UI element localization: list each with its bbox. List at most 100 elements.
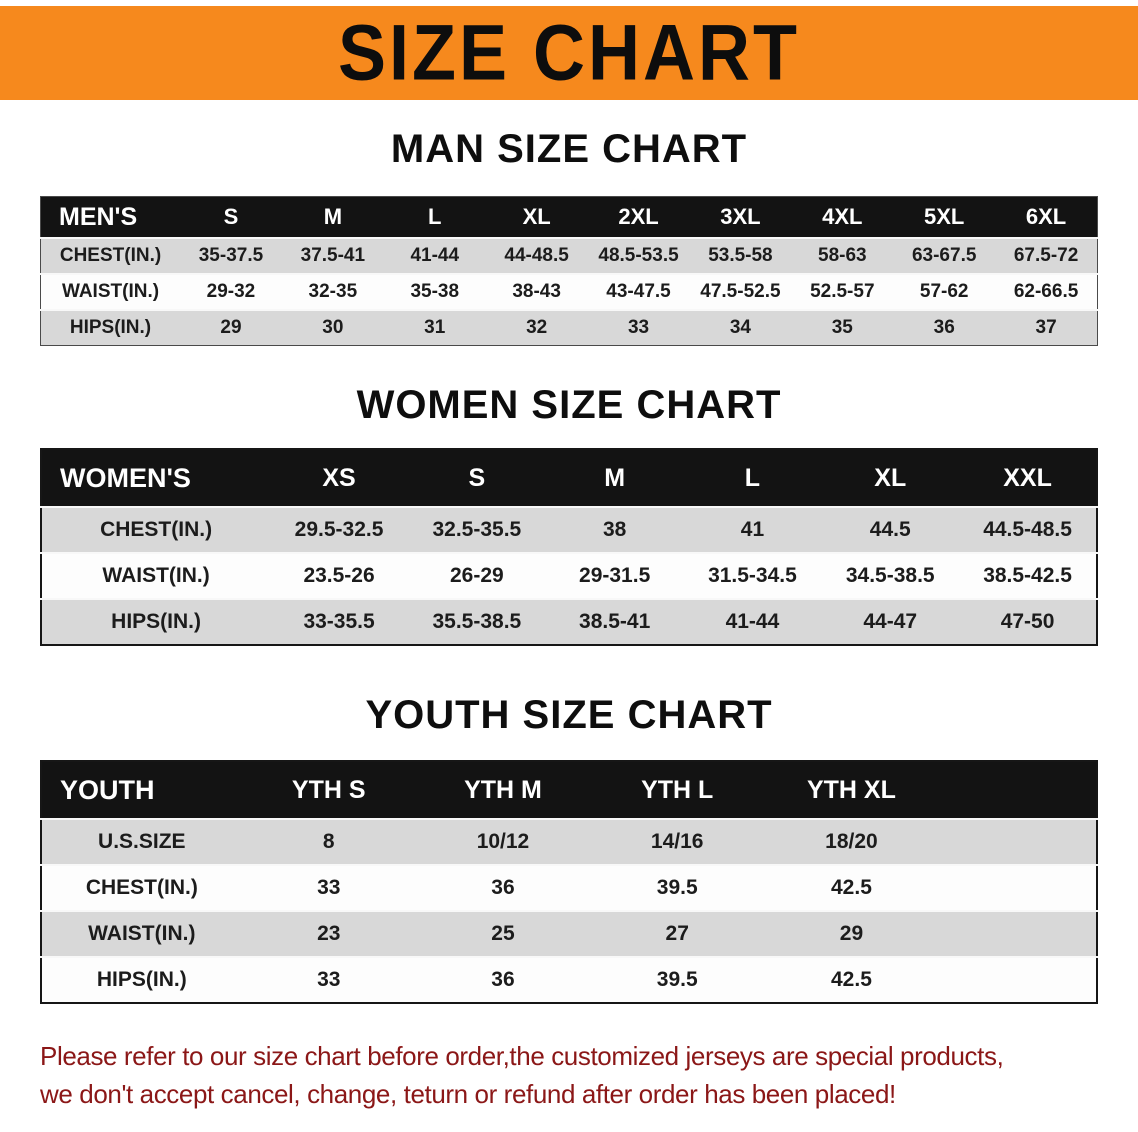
table-cell: 47-50 bbox=[1000, 610, 1055, 633]
table-cell: 34.5-38.5 bbox=[845, 564, 935, 587]
table-cell: 29 bbox=[839, 922, 864, 945]
table-cell: 36 bbox=[491, 968, 515, 991]
table-row: WAIST(IN.) 23.5-26 26-29 29-31.5 31.5-34… bbox=[41, 553, 1097, 599]
column-header: 4XL bbox=[822, 204, 863, 229]
table-row: U.S.SIZE 8 10/12 14/16 18/20 bbox=[41, 819, 1097, 865]
table-row: HIPS(IN.) 33-35.5 35.5-38.5 38.5-41 41-4… bbox=[41, 599, 1097, 645]
table-cell: 47.5-52.5 bbox=[700, 281, 781, 302]
spacer-cell bbox=[939, 865, 1097, 911]
column-header: L bbox=[428, 204, 442, 229]
banner: SIZE CHART bbox=[0, 6, 1138, 100]
table-row: WAIST(IN.) 23 25 27 29 bbox=[41, 911, 1097, 957]
table-cell: 23.5-26 bbox=[303, 564, 375, 587]
table-cell: 30 bbox=[322, 317, 344, 338]
table-cell: 63-67.5 bbox=[911, 245, 977, 266]
column-header: XS bbox=[322, 463, 356, 492]
spacer-cell bbox=[939, 761, 1097, 819]
row-label: HIPS(IN.) bbox=[69, 317, 152, 338]
table-cell: 57-62 bbox=[919, 281, 969, 302]
women-corner-header: WOMEN'S bbox=[60, 462, 191, 493]
table-cell: 41-44 bbox=[725, 610, 780, 633]
column-header: S bbox=[468, 463, 486, 492]
column-header: L bbox=[744, 463, 761, 492]
table-cell: 36 bbox=[933, 317, 955, 338]
table-cell: 35-37.5 bbox=[198, 245, 264, 266]
row-label: HIPS(IN.) bbox=[96, 968, 187, 991]
spacer-cell bbox=[939, 957, 1097, 1003]
footer-disclaimer: Please refer to our size chart before or… bbox=[40, 1038, 1118, 1113]
table-cell: 48.5-53.5 bbox=[598, 245, 679, 266]
table-cell: 32.5-35.5 bbox=[432, 518, 522, 541]
spacer-cell bbox=[939, 819, 1097, 865]
women-header-row: WOMEN'S XS S M L XL XXL bbox=[41, 449, 1097, 507]
table-row: CHEST(IN.) 35-37.5 37.5-41 41-44 44-48.5… bbox=[40, 238, 1098, 274]
row-label: CHEST(IN.) bbox=[100, 518, 213, 541]
table-row: CHEST(IN.) 33 36 39.5 42.5 bbox=[41, 865, 1097, 911]
column-header: 5XL bbox=[924, 204, 965, 229]
table-cell: 67.5-72 bbox=[1013, 245, 1079, 266]
men-corner-header: MEN'S bbox=[59, 202, 138, 231]
women-section-title: WOMEN SIZE CHART bbox=[356, 383, 782, 427]
column-header: 6XL bbox=[1025, 204, 1067, 229]
row-label: HIPS(IN.) bbox=[111, 610, 201, 633]
banner-title: SIZE CHART bbox=[338, 8, 800, 97]
table-row: HIPS(IN.) 29 30 31 32 33 34 35 36 37 bbox=[40, 310, 1098, 346]
column-header: XXL bbox=[1003, 463, 1052, 492]
table-cell: 8 bbox=[322, 830, 335, 853]
table-cell: 33-35.5 bbox=[303, 610, 375, 633]
table-cell: 29 bbox=[220, 317, 242, 338]
table-cell: 14/16 bbox=[650, 830, 704, 853]
column-header: 2XL bbox=[618, 204, 659, 229]
table-cell: 25 bbox=[491, 922, 515, 945]
table-cell: 29-31.5 bbox=[579, 564, 651, 587]
men-size-table: MEN'S S M L XL 2XL 3XL 4XL 5XL 6XL CHEST… bbox=[40, 196, 1098, 346]
table-cell: 39.5 bbox=[656, 968, 698, 991]
spacer-cell bbox=[939, 911, 1097, 957]
table-cell: 23 bbox=[317, 922, 341, 945]
table-cell: 44.5-48.5 bbox=[983, 518, 1072, 541]
table-cell: 44.5 bbox=[869, 518, 911, 541]
column-header: YTH S bbox=[291, 775, 366, 804]
table-cell: 62-66.5 bbox=[1013, 281, 1079, 302]
table-cell: 26-29 bbox=[449, 564, 504, 587]
table-cell: 42.5 bbox=[831, 968, 872, 991]
row-label: WAIST(IN.) bbox=[88, 922, 196, 945]
column-header: YTH L bbox=[641, 775, 714, 804]
women-size-table: WOMEN'S XS S M L XL XXL CHEST(IN.) 29.5-… bbox=[40, 448, 1098, 646]
table-cell: 29.5-32.5 bbox=[294, 518, 384, 541]
row-label: CHEST(IN.) bbox=[59, 245, 162, 266]
column-header: M bbox=[604, 463, 626, 492]
table-cell: 27 bbox=[665, 922, 689, 945]
table-cell: 29-32 bbox=[206, 281, 256, 302]
table-cell: 35.5-38.5 bbox=[432, 610, 522, 633]
table-cell: 43-47.5 bbox=[606, 281, 671, 302]
table-cell: 31.5-34.5 bbox=[708, 564, 797, 587]
row-label: CHEST(IN.) bbox=[85, 876, 198, 899]
row-label: WAIST(IN.) bbox=[102, 564, 210, 587]
youth-corner-header: YOUTH bbox=[60, 774, 155, 805]
column-header: S bbox=[223, 204, 239, 229]
footer-line-1: Please refer to our size chart before or… bbox=[40, 1041, 1004, 1071]
youth-header-row: YOUTH YTH S YTH M YTH L YTH XL bbox=[41, 761, 1097, 819]
youth-section-title: YOUTH SIZE CHART bbox=[365, 693, 773, 737]
table-cell: 41-44 bbox=[410, 245, 460, 266]
column-header: YTH M bbox=[464, 775, 542, 804]
row-label: WAIST(IN.) bbox=[61, 281, 160, 302]
table-cell: 10/12 bbox=[476, 830, 530, 853]
table-cell: 37 bbox=[1035, 317, 1057, 338]
table-cell: 44-47 bbox=[863, 610, 918, 633]
column-header: XL bbox=[874, 463, 907, 492]
table-cell: 38.5-42.5 bbox=[983, 564, 1072, 587]
table-row: WAIST(IN.) 29-32 32-35 35-38 38-43 43-47… bbox=[40, 274, 1098, 310]
table-cell: 36 bbox=[491, 876, 515, 899]
table-cell: 35 bbox=[831, 317, 853, 338]
table-cell: 34 bbox=[729, 317, 751, 338]
table-cell: 32 bbox=[526, 317, 548, 338]
table-cell: 33 bbox=[627, 317, 650, 338]
row-label: U.S.SIZE bbox=[98, 830, 186, 853]
table-cell: 52.5-57 bbox=[810, 281, 875, 302]
men-section-title: MAN SIZE CHART bbox=[390, 127, 748, 171]
table-cell: 39.5 bbox=[656, 876, 698, 899]
table-cell: 58-63 bbox=[818, 245, 867, 266]
